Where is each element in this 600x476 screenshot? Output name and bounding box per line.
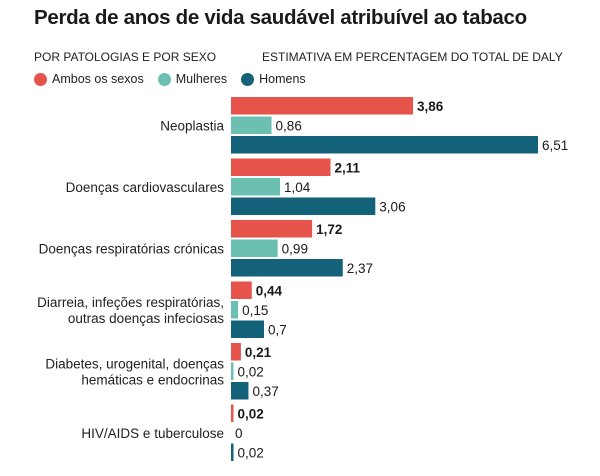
bar — [231, 362, 234, 380]
chart-subtitle-right: ESTIMATIVA EM PERCENTAGEM DO TOTAL DE DA… — [262, 50, 563, 64]
legend-item-mulheres: Mulheres — [157, 72, 228, 86]
data-label: 0,99 — [282, 242, 308, 257]
bar — [231, 178, 281, 196]
bar — [231, 259, 343, 277]
category-label: HIV/AIDS e tuberculose — [81, 426, 224, 441]
bar — [231, 116, 272, 134]
data-label: 3,06 — [379, 200, 405, 215]
bar — [231, 220, 313, 238]
data-label: 0,37 — [252, 384, 278, 399]
bar — [231, 281, 252, 299]
bar — [231, 158, 331, 176]
category-label: hemáticas e endocrinas — [81, 372, 224, 387]
data-label: 2,11 — [335, 161, 361, 176]
bar — [231, 382, 249, 400]
data-label: 0,02 — [238, 407, 264, 422]
data-label: 6,51 — [542, 138, 568, 153]
legend-item-ambos: Ambos os sexos — [34, 72, 144, 86]
data-label: 2,37 — [347, 261, 373, 276]
category-label: Doenças cardiovasculares — [66, 180, 225, 195]
data-label: 0,7 — [268, 323, 287, 338]
bar — [231, 343, 241, 361]
data-label: 0,02 — [238, 446, 264, 461]
data-label: 0,15 — [242, 303, 268, 318]
bar — [231, 136, 538, 154]
legend-swatch-ambos — [34, 72, 47, 86]
legend-label-mulheres: Mulheres — [175, 72, 228, 86]
chart-title: Perda de anos de vida saudável atribuíve… — [34, 6, 527, 29]
category-label: Diarreia, infeções respiratórias, — [37, 295, 224, 310]
data-label: 1,04 — [284, 180, 311, 195]
bar — [231, 239, 278, 257]
bar — [231, 97, 414, 115]
legend-label-ambos: Ambos os sexos — [52, 72, 144, 86]
data-label: 0 — [235, 426, 243, 441]
legend-swatch-mulheres — [157, 72, 171, 86]
legend-label-homens: Homens — [259, 72, 306, 86]
data-label: 3,86 — [417, 99, 444, 114]
bar — [231, 320, 265, 338]
category-label: outras doenças infeciosas — [68, 311, 224, 326]
legend-item-homens: Homens — [241, 72, 306, 86]
data-label: 0,86 — [276, 119, 302, 134]
data-label: 0,02 — [238, 365, 264, 380]
data-label: 0,21 — [245, 345, 272, 360]
data-label: 0,44 — [256, 284, 283, 299]
data-label: 1,72 — [316, 222, 342, 237]
bar — [231, 404, 234, 422]
category-label: Doenças respiratórias crónicas — [39, 241, 225, 256]
legend-swatch-homens — [241, 72, 255, 86]
category-label: Neoplastia — [160, 118, 224, 133]
bar — [231, 443, 234, 461]
chart-subtitle-left: POR PATOLOGIAS E POR SEXO — [34, 50, 217, 64]
bar — [231, 197, 376, 215]
legend: Ambos os sexos Mulheres Homens — [34, 70, 320, 88]
category-label: Diabetes, urogenital, doenças — [45, 356, 224, 371]
bar — [231, 301, 239, 319]
